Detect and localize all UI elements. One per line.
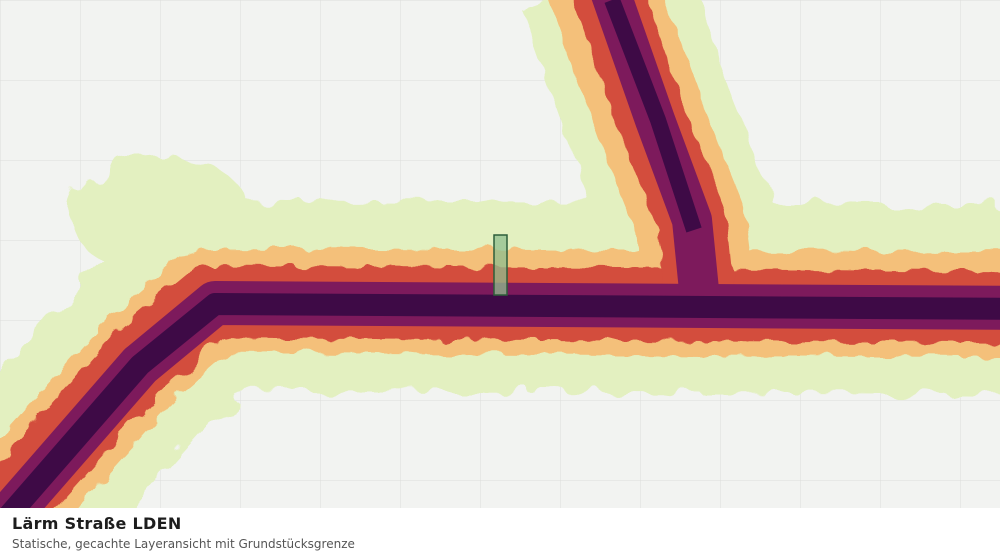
band-max xyxy=(0,0,1000,508)
parcel-boundary[interactable] xyxy=(493,234,508,296)
noise-map xyxy=(0,0,1000,508)
caption: Lärm Straße LDEN Statische, gecachte Lay… xyxy=(0,508,1000,560)
noise-bands xyxy=(0,0,1000,508)
map-subtitle: Statische, gecachte Layeransicht mit Gru… xyxy=(12,537,355,551)
map-title: Lärm Straße LDEN xyxy=(12,514,182,533)
